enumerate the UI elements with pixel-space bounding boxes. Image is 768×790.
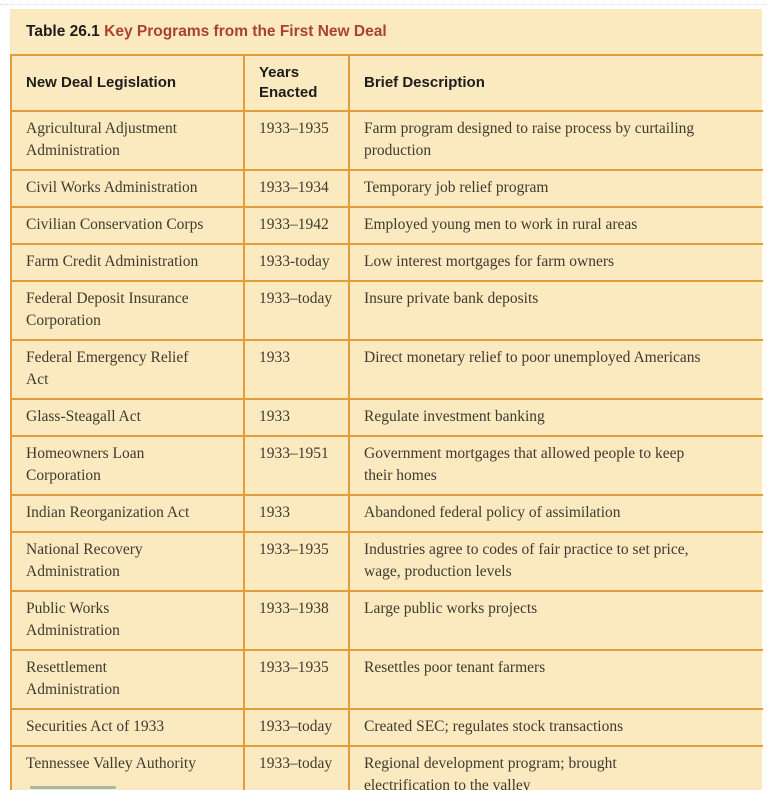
table-row: Civilian Conservation Corps 1933–1942 Em…	[10, 206, 763, 246]
legislation-cell: Resettlement Administration	[10, 649, 245, 711]
legislation-cell: National Recovery Administration	[10, 531, 245, 593]
description-cell: Abandoned federal policy of assimilation	[348, 494, 763, 534]
years-cell: 1933–1934	[243, 169, 350, 209]
table-row: Federal Deposit Insurance Corporation 19…	[10, 280, 763, 342]
table-row: Glass-Steagall Act 1933 Regulate investm…	[10, 398, 763, 438]
legislation-cell: Civilian Conservation Corps	[10, 206, 245, 246]
key-programs-table: New Deal Legislation Years Enacted Brief…	[10, 54, 763, 790]
table-row: Agricultural Adjustment Administration 1…	[10, 110, 763, 172]
column-header-legislation: New Deal Legislation	[10, 54, 245, 113]
legislation-cell: Tennessee Valley Authority	[10, 745, 245, 790]
description-cell: Regulate investment banking	[348, 398, 763, 438]
description-cell: Industries agree to codes of fair practi…	[348, 531, 763, 593]
top-hairline	[0, 4, 768, 5]
description-cell: Temporary job relief program	[348, 169, 763, 209]
legislation-cell: Agricultural Adjustment Administration	[10, 110, 245, 172]
table-row: Homeowners Loan Corporation 1933–1951 Go…	[10, 435, 763, 497]
table-row: Resettlement Administration 1933–1935 Re…	[10, 649, 763, 711]
table-title: Table 26.1 Key Programs from the First N…	[10, 9, 762, 54]
years-cell: 1933–1935	[243, 110, 350, 172]
description-cell: Farm program designed to raise process b…	[348, 110, 763, 172]
description-cell: Large public works projects	[348, 590, 763, 652]
years-cell: 1933–1942	[243, 206, 350, 246]
years-cell: 1933–1935	[243, 649, 350, 711]
years-cell: 1933	[243, 339, 350, 401]
description-cell: Regional development program; brought el…	[348, 745, 763, 790]
description-cell: Low interest mortgages for farm owners	[348, 243, 763, 283]
years-cell: 1933–today	[243, 708, 350, 748]
description-cell: Insure private bank deposits	[348, 280, 763, 342]
years-cell: 1933–1938	[243, 590, 350, 652]
cropped-caption-artifact	[30, 786, 116, 789]
table-row: Indian Reorganization Act 1933 Abandoned…	[10, 494, 763, 534]
legislation-cell: Public Works Administration	[10, 590, 245, 652]
years-cell: 1933	[243, 398, 350, 438]
table-row: Securities Act of 1933 1933–today Create…	[10, 708, 763, 748]
years-cell: 1933–today	[243, 280, 350, 342]
legislation-cell: Securities Act of 1933	[10, 708, 245, 748]
years-cell: 1933–1951	[243, 435, 350, 497]
table-row: Civil Works Administration 1933–1934 Tem…	[10, 169, 763, 209]
legislation-cell: Farm Credit Administration	[10, 243, 245, 283]
table-row: Farm Credit Administration 1933-today Lo…	[10, 243, 763, 283]
years-cell: 1933–1935	[243, 531, 350, 593]
years-cell: 1933	[243, 494, 350, 534]
new-deal-table: Table 26.1 Key Programs from the First N…	[10, 9, 763, 790]
table-row: Federal Emergency Relief Act 1933 Direct…	[10, 339, 763, 401]
table-title-text: Key Programs from the First New Deal	[104, 23, 387, 40]
legislation-cell: Federal Deposit Insurance Corporation	[10, 280, 245, 342]
column-header-description: Brief Description	[348, 54, 763, 113]
legislation-cell: Indian Reorganization Act	[10, 494, 245, 534]
table-row: Tennessee Valley Authority 1933–today Re…	[10, 745, 763, 790]
description-cell: Employed young men to work in rural area…	[348, 206, 763, 246]
table-row: National Recovery Administration 1933–19…	[10, 531, 763, 593]
description-cell: Created SEC; regulates stock transaction…	[348, 708, 763, 748]
description-cell: Resettles poor tenant farmers	[348, 649, 763, 711]
years-cell: 1933–today	[243, 745, 350, 790]
legislation-cell: Civil Works Administration	[10, 169, 245, 209]
table-row: Public Works Administration 1933–1938 La…	[10, 590, 763, 652]
header-row: New Deal Legislation Years Enacted Brief…	[10, 54, 763, 113]
legislation-cell: Glass-Steagall Act	[10, 398, 245, 438]
column-header-years: Years Enacted	[243, 54, 350, 113]
table-number-label: Table 26.1	[26, 23, 100, 40]
description-cell: Direct monetary relief to poor unemploye…	[348, 339, 763, 401]
years-cell: 1933-today	[243, 243, 350, 283]
legislation-cell: Homeowners Loan Corporation	[10, 435, 245, 497]
legislation-cell: Federal Emergency Relief Act	[10, 339, 245, 401]
description-cell: Government mortgages that allowed people…	[348, 435, 763, 497]
